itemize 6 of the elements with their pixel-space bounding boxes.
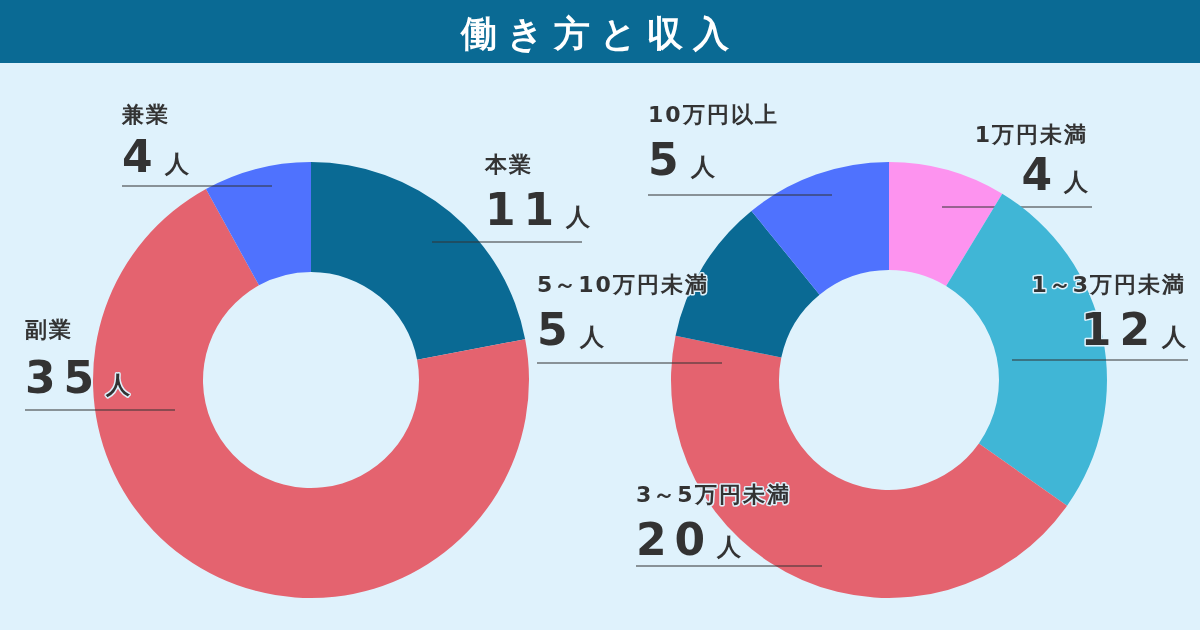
slice-label: 兼業: [121, 102, 170, 127]
slice-label: 10万円以上: [648, 102, 779, 127]
slice-label: 1万円未満: [974, 122, 1088, 147]
slice-label: 本業: [484, 152, 533, 177]
slice-label: 副業: [25, 317, 73, 342]
chart-title: 働き方と収入: [460, 13, 739, 54]
